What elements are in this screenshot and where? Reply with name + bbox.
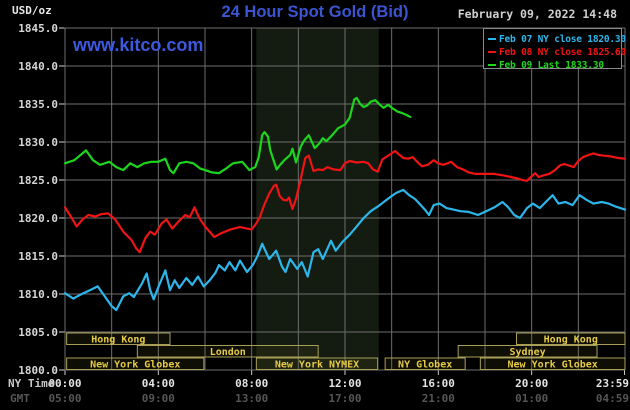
legend-row-feb09: Feb 09 Last 1833.30 (484, 56, 621, 71)
session-bar-new-york-globex (479, 357, 626, 370)
session-label: Hong Kong (91, 335, 145, 346)
y-tick-label: 1830.0 (18, 136, 58, 149)
y-tick-label: 1845.0 (18, 22, 58, 35)
y-tick-label: 1840.0 (18, 60, 58, 73)
series-line-feb08 (63, 150, 627, 254)
x-tick-label-ny: 00:00 (48, 377, 81, 390)
kitco-watermark-link[interactable]: www.kitco.com (73, 35, 204, 55)
legend-row-feb08: Feb 08 NY close 1825.60 (484, 43, 626, 58)
session-bar-ny-globex (384, 357, 466, 370)
session-bar-new-york-nymex (255, 357, 379, 370)
legend-row-feb07: Feb 07 NY close 1820.30 (484, 30, 626, 45)
series-line-feb09 (63, 96, 412, 175)
y-tick-label: 1835.0 (18, 98, 58, 111)
x-tick-label-gmt: 17:00 (328, 392, 361, 405)
page-title: 24 Hour Spot Gold (Bid) (221, 3, 409, 21)
x-tick-label-gmt: 05:00 (48, 392, 81, 405)
legend-label-feb08: Feb 08 NY close 1825.60 (499, 47, 626, 58)
feb08-dash-icon (488, 51, 496, 53)
y-tick-label: 1825.0 (18, 174, 58, 187)
session-bar-sydney (457, 345, 598, 358)
session-label: Sydney (510, 347, 546, 358)
x-tick-label-gmt: 09:00 (142, 392, 175, 405)
session-bar-hong-kong (516, 332, 626, 345)
session-bar-new-york-globex (66, 357, 205, 370)
legend-label-feb07: Feb 07 NY close 1820.30 (499, 34, 626, 45)
x-tick-label-gmt: 13:00 (235, 392, 268, 405)
y-tick-label: 1805.0 (18, 326, 58, 339)
session-bar-london (136, 345, 319, 358)
ny-time-axis-label: NY Time (8, 377, 55, 390)
legend-label-feb09: Feb 09 Last 1833.30 (499, 60, 604, 71)
session-label: NY Globex (398, 360, 452, 371)
session-label: New York Globex (508, 360, 598, 371)
x-tick-label-gmt: 21:00 (422, 392, 455, 405)
y-tick-label: 1820.0 (18, 212, 58, 225)
nymex-session-shade (256, 28, 379, 370)
y-axis-unit-label: USD/oz (12, 4, 52, 17)
x-tick-label-gmt: 04:59 (596, 392, 629, 405)
session-bar-hong-kong (66, 332, 171, 345)
x-tick-label-ny: 04:00 (142, 377, 175, 390)
legend: Feb 07 NY close 1820.30 Feb 08 NY close … (483, 28, 626, 71)
x-tick-label-ny: 08:00 (235, 377, 268, 390)
x-tick-label-gmt: 01:00 (515, 392, 548, 405)
session-label: New York NYMEX (275, 360, 359, 371)
chart-datetime: February 09, 2022 14:48 (457, 7, 617, 21)
series-line-feb07 (63, 188, 627, 312)
y-tick-label: 1800.0 (18, 364, 58, 377)
session-label: Hong Kong (544, 335, 598, 346)
y-tick-label: 1815.0 (18, 250, 58, 263)
x-tick-label-ny: 12:00 (328, 377, 361, 390)
gmt-axis-label: GMT (10, 392, 30, 405)
x-tick-label-ny: 23:59 (596, 377, 629, 390)
feb09-dash-icon (488, 64, 496, 66)
x-tick-label-ny: 20:00 (515, 377, 548, 390)
session-label: New York Globex (90, 360, 180, 371)
y-tick-label: 1810.0 (18, 288, 58, 301)
session-label: London (210, 347, 246, 358)
x-tick-label-ny: 16:00 (422, 377, 455, 390)
feb07-dash-icon (488, 38, 496, 40)
